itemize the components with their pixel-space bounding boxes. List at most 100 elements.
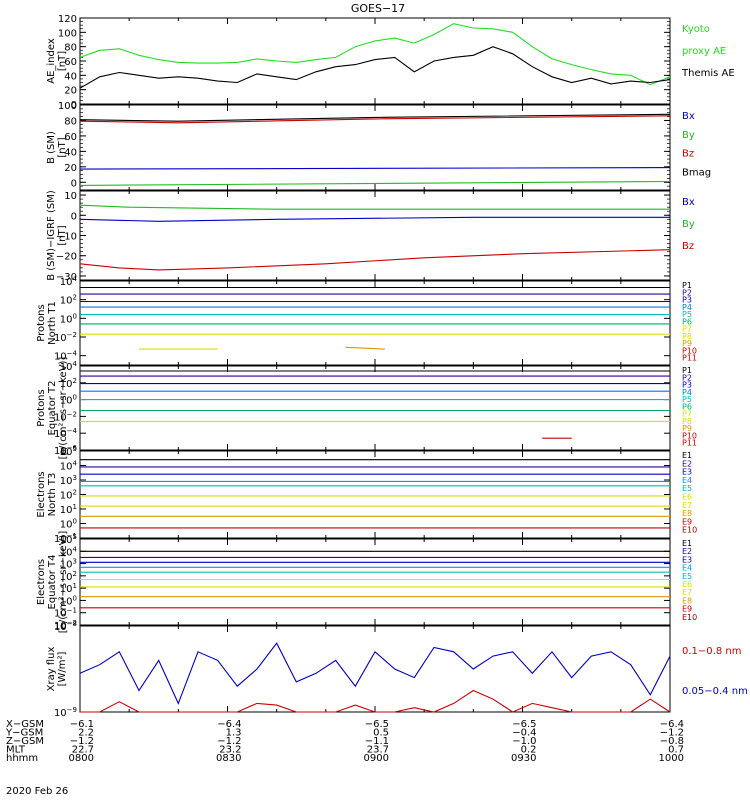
series-line	[79, 249, 671, 271]
panel-igrf: −30 −20 −10 0 10B (SM)−IGRF (SM)[nT] Bx By Bz	[46, 190, 695, 283]
series-label: Themis AE	[681, 68, 735, 79]
y-tick-label: 0	[71, 211, 77, 222]
series-line	[79, 204, 670, 210]
ephemeris-value: −6.1	[70, 719, 94, 730]
series-label: P9	[682, 339, 692, 348]
y-tick-label: 10−9	[54, 706, 77, 719]
y-tick-label: 100	[60, 518, 77, 531]
series-label: P8	[682, 332, 692, 341]
series-label: E7	[682, 501, 692, 510]
series-label: E4	[682, 564, 692, 573]
series-label: P7	[682, 410, 692, 419]
ephemeris-label: X−GSM	[6, 719, 44, 730]
ephemeris-value: −6.4	[660, 719, 684, 730]
y-tick-label: 120	[58, 14, 77, 25]
date-label: 2020 Feb 26	[6, 786, 68, 797]
ephemeris-value: 0.7	[668, 745, 684, 756]
series-line	[79, 113, 671, 122]
series-label: By	[682, 219, 695, 230]
series-label: E3	[682, 555, 692, 564]
y-axis-label: B (SM)−IGRF (SM)[nT]	[46, 190, 68, 281]
series-label: P6	[682, 317, 692, 326]
series-line	[79, 180, 671, 186]
series-label: P5	[682, 310, 692, 319]
series-label: P3	[682, 381, 692, 390]
y-tick-label: 105	[60, 533, 77, 546]
y-tick-label: 20	[64, 86, 77, 97]
ephemeris-value: 0.5	[373, 728, 389, 739]
ephemeris-value: −1.2	[660, 728, 684, 739]
series-label: P8	[682, 417, 692, 426]
ephemeris-label: Z−GSM	[6, 736, 44, 747]
series-label: Bmag	[682, 167, 711, 178]
series-label: E6	[682, 580, 692, 589]
y-tick-label: 100	[60, 594, 77, 607]
ephemeris-value: 23.7	[367, 745, 389, 756]
y-tick-label: −30	[56, 272, 77, 283]
series-label: By	[682, 130, 695, 141]
y-tick-label: 60	[64, 132, 77, 143]
y-tick-label: 10−1	[54, 532, 77, 545]
time-tick-label: 1000	[659, 753, 684, 764]
series-label: P1	[682, 366, 692, 375]
series-label: E5	[682, 484, 692, 493]
y-tick-label: 0	[71, 100, 77, 111]
series-label: P6	[682, 402, 692, 411]
y-axis-label: ProtonsNorth T1	[36, 301, 58, 345]
series-label: Bx	[682, 197, 695, 208]
series-label: P10	[682, 346, 697, 355]
y-tick-label: 10−1	[54, 607, 77, 620]
series-label: E10	[682, 526, 697, 535]
y-tick-label: 103	[60, 474, 77, 487]
series-label: E5	[682, 572, 692, 581]
y-axis-label: ElectronsNorth T3	[36, 471, 58, 517]
panel-xray: 10−8 10−9 Xray flux[W/m²] 0.1−0.8 nm 0.05−0.…	[46, 620, 748, 719]
y-tick-label: 102	[60, 570, 77, 583]
series-label: P5	[682, 395, 692, 404]
time-tick-label: 0930	[511, 753, 536, 764]
series-label: E3	[682, 468, 692, 477]
series-label: P4	[682, 388, 692, 397]
ephemeris-value: −6.4	[217, 719, 241, 730]
series-label: Bz	[682, 241, 694, 252]
y-tick-label: 0	[71, 178, 77, 189]
ephemeris-value: −0.4	[512, 728, 536, 739]
ephemeris-label: hhmm	[6, 753, 38, 764]
y-tick-label: 10	[64, 191, 77, 202]
series-line	[79, 167, 671, 170]
y-tick-label: 80	[64, 43, 77, 54]
y-tick-label: 100	[60, 394, 77, 407]
ephemeris-value: −1.2	[70, 736, 94, 747]
y-tick-label: 60	[64, 57, 77, 68]
series-label: P2	[682, 288, 692, 297]
series-label: P1	[682, 281, 692, 290]
y-tick-label: 102	[60, 489, 77, 502]
series-line	[79, 216, 670, 222]
ephemeris-label: MLT	[6, 745, 26, 756]
ephemeris-value: −6.5	[512, 719, 536, 730]
series-label: Bx	[682, 111, 695, 122]
time-tick-label: 0830	[216, 753, 241, 764]
ephemeris-value: −0.8	[660, 736, 684, 747]
y-tick-label: 104	[60, 275, 78, 288]
series-label: E8	[682, 596, 692, 605]
time-tick-label: 0800	[69, 753, 94, 764]
chart-title: GOES−17	[351, 2, 405, 15]
series-label: E9	[682, 517, 692, 526]
y-tick-label: 80	[64, 116, 77, 127]
y-axis-label: B (SM)[nT]	[46, 131, 68, 164]
series-label: P11	[682, 439, 697, 448]
series-label: E2	[682, 459, 692, 468]
series-label: P7	[682, 325, 692, 334]
series-label: E4	[682, 476, 692, 485]
series-label: E7	[682, 588, 692, 597]
y-tick-label: 40	[64, 71, 77, 82]
y-tick-label: 10−2	[54, 331, 77, 344]
y-axis-label: ProtonsEquator T2[p/(cm²−s−sr−keV)]	[36, 357, 69, 460]
series-line	[79, 23, 671, 86]
panel-b: 0 20 40 60 80 100 B (SM)[nT] Bx By Bz Bmag	[46, 101, 711, 191]
y-tick-label: 10−2	[54, 410, 77, 423]
series-label: E9	[682, 605, 692, 614]
